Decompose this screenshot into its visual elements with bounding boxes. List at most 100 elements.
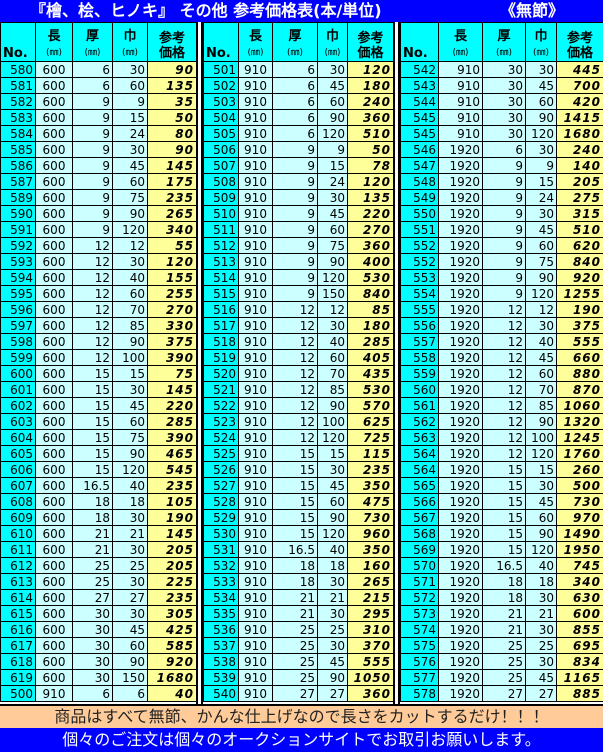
thickness-cell: 12 [482,317,526,334]
item-number: 534 [203,589,239,606]
header-label: 参考 [158,31,185,46]
width-cell: 12 [317,301,348,318]
width-cell: 21 [525,605,557,622]
width-cell: 40 [112,477,148,494]
item-number: 573 [400,605,439,622]
item-number: 549 [400,189,439,206]
width-cell: 60 [112,413,148,430]
width-cell: 150 [317,285,348,302]
thickness-cell: 21 [272,605,318,622]
item-number: 513 [203,253,239,270]
price-cell: 40 [147,685,197,702]
length-cell: 910 [238,429,273,446]
item-number: 569 [400,541,439,558]
table-row: 504 910 6 90 360 [203,109,394,126]
thickness-cell: 15 [272,461,318,478]
length-cell: 600 [35,125,73,142]
length-cell: 910 [238,413,273,430]
width-cell: 40 [112,269,148,286]
thickness-cell: 25 [272,621,318,638]
price-cell: 50 [147,109,197,126]
item-number: 505 [203,125,239,142]
length-cell: 910 [238,333,273,350]
thickness-cell: 21 [272,589,318,606]
length-cell: 910 [238,557,273,574]
thickness-cell: 9 [482,205,526,222]
thickness-cell: 9 [482,157,526,174]
width-cell: 45 [525,493,557,510]
thickness-cell: 15 [482,541,526,558]
thickness-cell: 18 [272,573,318,590]
thickness-cell: 30 [482,77,526,94]
price-cell: 235 [347,461,394,478]
table-row: 507 910 9 15 78 [203,157,394,174]
item-number: 568 [400,525,439,542]
length-cell: 600 [35,253,73,270]
item-number: 523 [203,413,239,430]
price-cell: 78 [347,157,394,174]
table-row: 563 1920 12 100 1245 [400,429,603,446]
table-row: 534 910 21 21 215 [203,589,394,606]
price-cell: 420 [556,93,603,110]
item-number: 535 [203,605,239,622]
width-cell: 15 [112,109,148,126]
width-cell: 45 [317,653,348,670]
price-cell: 220 [347,205,394,222]
item-number: 556 [400,317,439,334]
item-number: 512 [203,237,239,254]
length-cell: 910 [238,397,273,414]
width-cell: 75 [317,237,348,254]
table-row: 602 600 15 45 220 [0,397,197,414]
length-cell: 600 [35,173,73,190]
length-cell: 910 [238,109,273,126]
length-cell: 600 [35,317,73,334]
table-row: 502 910 6 45 180 [203,77,394,94]
width-cell: 30 [112,61,148,78]
price-cell: 970 [556,509,603,526]
thickness-cell: 9 [72,125,113,142]
thickness-cell: 27 [272,685,318,702]
item-number: 537 [203,637,239,654]
thickness-cell: 27 [72,589,113,606]
length-cell: 1920 [438,205,483,222]
width-cell: 60 [525,509,557,526]
header-label: No. [403,46,428,61]
price-cell: 285 [147,413,197,430]
length-cell: 1920 [438,157,483,174]
page-title: 『檜、桧、ヒノキ』 その他 参考価格表(本/単位) 《無節》 [0,0,603,22]
price-cell: 1245 [556,429,603,446]
price-cell: 730 [556,493,603,510]
length-cell: 910 [238,605,273,622]
width-cell: 25 [112,557,148,574]
width-cell: 45 [317,205,348,222]
item-number: 508 [203,173,239,190]
item-number: 504 [203,109,239,126]
thickness-cell: 9 [482,237,526,254]
width-cell: 90 [317,109,348,126]
table-row: 527 910 15 45 350 [203,477,394,494]
item-number: 609 [0,509,36,526]
unit-label: (㎜) [532,48,550,58]
item-number: 500 [0,685,36,702]
length-cell: 600 [35,477,73,494]
width-cell: 45 [112,157,148,174]
price-cell: 435 [347,365,394,382]
thickness-cell: 9 [272,269,318,286]
width-cell: 60 [112,285,148,302]
thickness-cell: 6 [72,685,113,702]
table-row: 543 910 30 45 700 [400,77,603,94]
price-cell: 135 [347,189,394,206]
table-row: 523 910 12 100 625 [203,413,394,430]
header-label: 価格 [158,46,185,61]
width-cell: 120 [525,445,557,462]
price-cell: 50 [347,141,394,158]
price-cell: 265 [347,573,394,590]
table-row: 583 600 9 15 50 [0,109,197,126]
thickness-cell: 16.5 [72,477,113,494]
price-cell: 360 [347,109,394,126]
table-row: 528 910 15 60 475 [203,493,394,510]
price-cell: 215 [347,589,394,606]
item-number: 582 [0,93,36,110]
thickness-cell: 12 [272,429,318,446]
thickness-cell: 21 [72,525,113,542]
